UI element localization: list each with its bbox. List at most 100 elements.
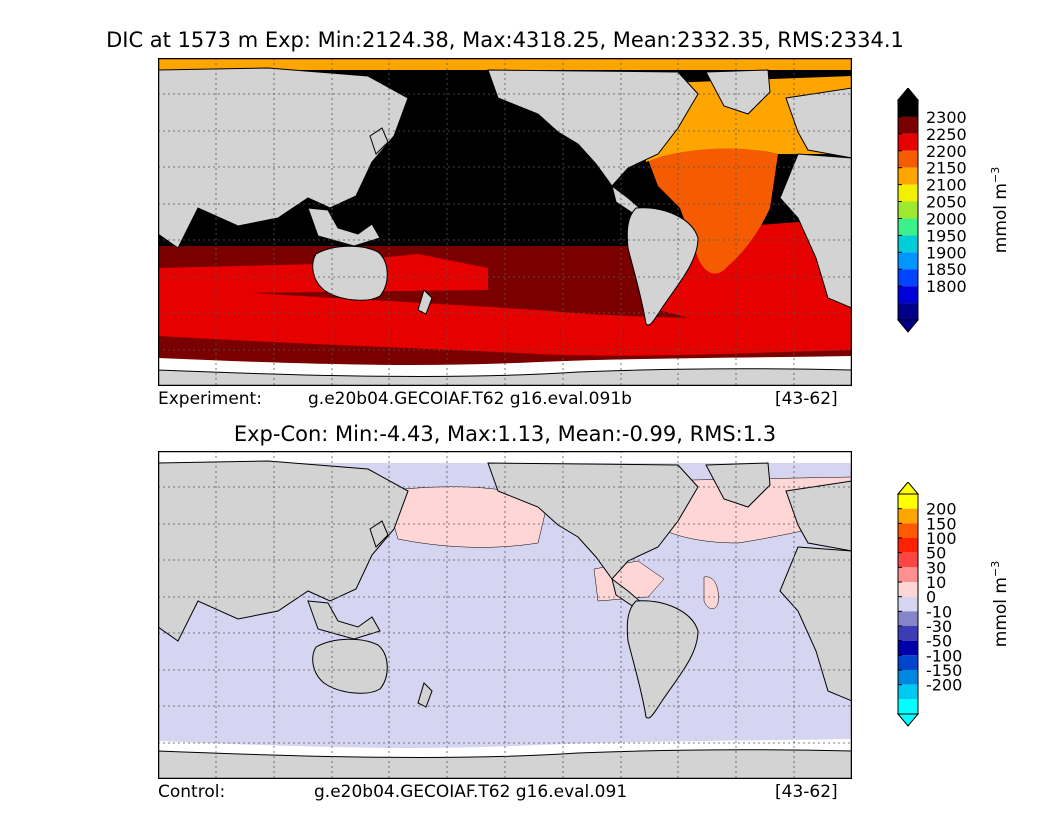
bottom-colorbar-extend-bottom	[896, 713, 920, 727]
land-antarctica	[158, 368, 852, 386]
bottom-colorbar-swatch	[898, 567, 918, 582]
top-colorbar-swatch	[898, 286, 918, 304]
region-southern-red	[158, 286, 852, 356]
top-colorbar-tick-label: 1900	[926, 243, 967, 262]
bottom-colorbar-unit-exponent: −3	[989, 561, 1002, 577]
top-colorbar-tick-label: 2250	[926, 125, 967, 144]
bottom-colorbar-tick-label: 50	[926, 544, 946, 563]
top-colorbar-tick-label: 2300	[926, 108, 967, 127]
bottom-colorbar-swatch	[898, 626, 918, 641]
top-map	[158, 58, 852, 386]
top-caption-years: [43-62]	[775, 389, 838, 409]
land-masses	[158, 67, 852, 326]
bottom-colorbar-swatch	[898, 508, 918, 524]
map-frame	[158, 451, 852, 779]
bottom-colorbar-swatch	[898, 523, 918, 538]
bottom-colorbar-tick-label: -10	[926, 602, 952, 621]
bottom-colorbar-swatch	[898, 699, 918, 714]
top-colorbar-tick-label: 2100	[926, 176, 967, 195]
bottom-colorbar-tick-label: 30	[926, 558, 946, 577]
bottom-colorbar-swatch	[898, 494, 918, 509]
map-gridlines	[158, 451, 852, 779]
land-africa	[779, 153, 852, 309]
land-greenland	[705, 69, 771, 115]
land-indonesia	[307, 207, 381, 247]
land-europe	[785, 480, 852, 552]
bottom-colorbar-tick-label: 150	[926, 514, 957, 533]
bottom-colorbar-swatch	[898, 611, 918, 626]
land-australia	[312, 638, 388, 694]
top-colorbar-tick-label: 2000	[926, 209, 967, 228]
bottom-colorbar-tick-label: 0	[926, 588, 936, 607]
bottom-colorbar-unit-label: mmol m−3	[989, 561, 1011, 647]
bottom-colorbar-extend-top	[896, 482, 920, 495]
land-indonesia	[307, 600, 381, 640]
top-colorbar-unit-label: mmol m−3	[989, 167, 1011, 253]
top-colorbar-swatch	[898, 100, 918, 117]
top-colorbar-swatch	[898, 218, 918, 236]
land-africa	[779, 546, 852, 702]
land-asia	[158, 67, 409, 249]
land-asia	[158, 460, 409, 642]
top-colorbar-swatch	[898, 133, 918, 151]
bottom-colorbar-swatch	[898, 596, 918, 612]
top-colorbar-swatch	[898, 116, 918, 134]
land-south-america	[626, 600, 699, 719]
top-colorbar-swatch	[898, 184, 918, 202]
land-australia	[312, 245, 388, 301]
region-mid-atlantic-pink	[703, 576, 719, 609]
top-colorbar-extend-top	[896, 88, 920, 101]
land-new-zealand	[417, 682, 433, 708]
bottom-colorbar-swatch	[898, 552, 918, 568]
top-colorbar-tick-label: 2050	[926, 193, 967, 212]
region-north-pacific-pink	[383, 486, 549, 548]
top-caption-case: g.e20b04.GECOIAF.T62 g16.eval.091b	[308, 389, 632, 409]
top-colorbar-swatch	[898, 269, 918, 287]
bottom-colorbar-tick-label: -150	[926, 661, 962, 680]
map-frame	[158, 58, 852, 386]
bottom-map	[158, 451, 852, 779]
bottom-colorbar-swatch	[898, 538, 918, 553]
bottom-colorbar-swatch	[898, 640, 918, 656]
top-colorbar-swatch	[898, 167, 918, 185]
bottom-caption-years: [43-62]	[775, 782, 838, 802]
bottom-caption-case: g.e20b04.GECOIAF.T62 g16.eval.091	[314, 782, 628, 802]
top-colorbar: 2300225022002150210020502000195019001850…	[896, 88, 1011, 333]
top-colorbar-unit-exponent: −3	[989, 167, 1002, 183]
top-colorbar-frame	[897, 99, 919, 321]
bottom-colorbar-tick-label: -200	[926, 676, 962, 695]
land-antarctica	[158, 749, 852, 779]
top-colorbar-swatch	[898, 201, 918, 219]
top-colorbar-tick-label: 1800	[926, 277, 967, 296]
land-south-america	[626, 207, 699, 326]
top-colorbar-tick-label: 1850	[926, 260, 967, 279]
bottom-colorbar-swatch	[898, 655, 918, 670]
bottom-colorbar-tick-label: -100	[926, 646, 962, 665]
land-new-zealand	[417, 289, 433, 315]
bottom-colorbar-tick-label: 200	[926, 500, 957, 519]
bottom-colorbar-swatch	[898, 582, 918, 597]
bottom-colorbar-swatch	[898, 670, 918, 685]
bottom-colorbar-tick-label: 100	[926, 529, 957, 548]
top-plot-title: DIC at 1573 m Exp: Min:2124.38, Max:4318…	[106, 28, 904, 52]
bottom-colorbar: 2001501005030100-10-30-50-100-150-200mmo…	[896, 482, 1011, 727]
bottom-colorbar-tick-label: -30	[926, 617, 952, 636]
bottom-plot-title: Exp-Con: Min:-4.43, Max:1.13, Mean:-0.99…	[233, 422, 777, 446]
top-colorbar-extend-bottom	[896, 319, 920, 333]
land-europe	[785, 87, 852, 159]
top-colorbar-swatch	[898, 150, 918, 168]
top-caption-label: Experiment:	[158, 389, 262, 409]
top-colorbar-swatch	[898, 235, 918, 253]
top-colorbar-tick-label: 2200	[926, 142, 967, 161]
bottom-colorbar-swatch	[898, 684, 918, 700]
land-greenland	[705, 462, 771, 508]
land-masses	[158, 460, 852, 719]
region-atlantic-orange-red	[646, 147, 778, 274]
bottom-caption-label: Control:	[158, 782, 226, 802]
top-colorbar-swatch	[898, 303, 918, 320]
bottom-colorbar-tick-label: -50	[926, 632, 952, 651]
top-colorbar-swatch	[898, 252, 918, 270]
bottom-colorbar-tick-label: 10	[926, 573, 946, 592]
bottom-colorbar-frame	[897, 493, 919, 715]
top-colorbar-tick-label: 1950	[926, 226, 967, 245]
